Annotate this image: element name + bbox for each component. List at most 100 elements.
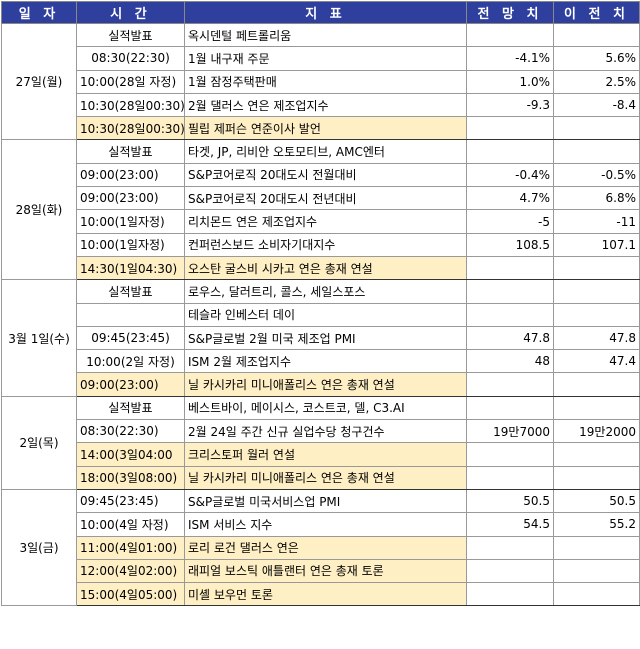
table-row: 10:00(28일 자정) 1월 잠정주택판매 1.0% 2.5% <box>2 69 640 94</box>
forecast-cell: 47.8 <box>466 325 554 351</box>
forecast-cell <box>466 22 554 48</box>
table-row: 10:00(4일 자정) ISM 서비스 지수 54.5 55.2 <box>2 512 640 537</box>
forecast-cell <box>466 465 554 490</box>
previous-cell: -8.4 <box>553 92 640 118</box>
previous-cell <box>553 558 640 584</box>
table-row: 12:00(4일02:00) 래피얼 보스틱 애틀랜터 연은 총재 토론 <box>2 558 640 584</box>
time-cell: 09:45(23:45) <box>76 488 185 514</box>
forecast-cell: -4.1% <box>466 46 554 71</box>
forecast-cell: 4.7% <box>466 186 554 211</box>
forecast-cell: 108.5 <box>466 232 554 257</box>
previous-cell <box>553 279 640 304</box>
header-previous: 이 전 치 <box>553 1 640 24</box>
time-cell: 09:00(23:00) <box>76 372 185 397</box>
previous-cell: 107.1 <box>553 232 640 257</box>
time-cell: 10:00(1일자정) <box>76 232 185 257</box>
time-cell: 실적발표 <box>76 139 185 164</box>
previous-cell: 2.5% <box>553 69 640 94</box>
indicator-cell: 1월 잠정주택판매 <box>184 69 467 94</box>
previous-cell: 6.8% <box>553 186 640 211</box>
table-row: 3일(금) 09:45(23:45) S&P글로벌 미국서비스업 PMI 50.5 50… <box>1 488 640 607</box>
header-date: 일 자 <box>1 1 77 24</box>
indicator-cell: 크리스토퍼 월러 연설 <box>184 442 467 467</box>
previous-cell <box>553 372 640 397</box>
forecast-cell: -5 <box>466 209 554 234</box>
table-row: 10:30(28일00:30) 필립 제퍼슨 연준이사 발언 <box>2 116 640 141</box>
previous-cell <box>553 302 640 327</box>
previous-cell: 5.6% <box>553 46 640 71</box>
economic-calendar-table: 일 자 시 간 지 표 전 망 치 이 전 치 27일(월) 실적발표 옥시덴털 페… <box>1 1 640 607</box>
previous-cell <box>553 535 640 560</box>
day-cell: 28일(화) <box>1 139 77 281</box>
time-cell: 08:30(22:30) <box>76 419 185 444</box>
forecast-cell: 19만7000 <box>466 419 554 444</box>
forecast-cell: -9.3 <box>466 92 554 118</box>
previous-cell <box>553 139 640 164</box>
table-row: 09:45(23:45) S&P글로벌 2월 미국 제조업 PMI 47.8 47.8 <box>2 325 640 351</box>
indicator-cell: ISM 2월 제조업지수 <box>184 349 467 374</box>
previous-cell <box>553 582 640 607</box>
table-row: 14:00(3일04:00 크리스토퍼 월러 연설 <box>2 442 640 467</box>
indicator-cell: 리치몬드 연은 제조업지수 <box>184 209 467 234</box>
header-time: 시 간 <box>76 1 185 24</box>
previous-cell: 55.2 <box>553 512 640 537</box>
table-row: 테슬라 인베스터 데이 <box>2 302 640 327</box>
time-cell <box>76 302 185 327</box>
time-cell: 10:00(4일 자정) <box>76 512 185 537</box>
indicator-cell: S&P코어로직 20대도시 전년대비 <box>184 186 467 211</box>
previous-cell: 47.4 <box>553 349 640 374</box>
time-cell: 12:00(4일02:00) <box>76 558 185 584</box>
time-cell: 09:00(23:00) <box>76 162 185 188</box>
forecast-cell <box>466 279 554 304</box>
previous-cell <box>553 395 640 421</box>
forecast-cell <box>466 372 554 397</box>
indicator-cell: 베스트바이, 메이시스, 코스트코, 델, C3.AI <box>184 395 467 421</box>
table-row: 09:00(23:00) S&P코어로직 20대도시 전년대비 4.7% 6.8% <box>2 186 640 211</box>
indicator-cell: 옥시덴털 페트롤리움 <box>184 22 467 48</box>
time-cell: 10:30(28일00:30) <box>76 92 185 118</box>
indicator-cell: 닐 카시카리 미니애폴리스 연은 총재 연설 <box>184 372 467 397</box>
forecast-cell: -0.4% <box>466 162 554 188</box>
table-row: 10:00(1일자정) 컨퍼런스보드 소비자기대지수 108.5 107.1 <box>2 232 640 257</box>
forecast-cell: 54.5 <box>466 512 554 537</box>
day-cell: 3일(금) <box>1 488 77 607</box>
time-cell: 실적발표 <box>76 395 185 421</box>
indicator-cell: S&P글로벌 미국서비스업 PMI <box>184 488 467 514</box>
forecast-cell <box>466 558 554 584</box>
table-row: 18:00(3일08:00) 닐 카시카리 미니애폴리스 연은 총재 연설 <box>2 465 640 490</box>
time-cell: 10:00(2일 자정) <box>76 349 185 374</box>
time-cell: 11:00(4일01:00) <box>76 535 185 560</box>
indicator-cell: ISM 서비스 지수 <box>184 512 467 537</box>
time-cell: 실적발표 <box>76 22 185 48</box>
forecast-cell <box>466 395 554 421</box>
previous-cell: 47.8 <box>553 325 640 351</box>
time-cell: 14:00(3일04:00 <box>76 442 185 467</box>
forecast-cell: 48 <box>466 349 554 374</box>
header-row: 일 자 시 간 지 표 전 망 치 이 전 치 <box>1 1 640 24</box>
time-cell: 08:30(22:30) <box>76 46 185 71</box>
indicator-cell: 닐 카시카리 미니애폴리스 연은 총재 연설 <box>184 465 467 490</box>
previous-cell: -11 <box>553 209 640 234</box>
time-cell: 18:00(3일08:00) <box>76 465 185 490</box>
indicator-cell: 1월 내구재 주문 <box>184 46 467 71</box>
forecast-cell <box>466 582 554 607</box>
previous-cell <box>553 255 640 281</box>
indicator-cell: 타겟, JP, 리비안 오토모티브, AMC엔터 <box>184 139 467 164</box>
table-row: 09:00(23:00) 닐 카시카리 미니애폴리스 연은 총재 연설 <box>2 372 640 397</box>
indicator-cell: 로우스, 달러트리, 콜스, 세일스포스 <box>184 279 467 304</box>
day-cell: 27일(월) <box>1 22 77 141</box>
table-row: 09:00(23:00) S&P코어로직 20대도시 전월대비 -0.4% -0.5% <box>2 162 640 188</box>
forecast-cell <box>466 442 554 467</box>
forecast-cell: 50.5 <box>466 488 554 514</box>
table-row: 10:30(28일00:30) 2월 댈러스 연은 제조업지수 -9.3 -8.4 <box>2 92 640 118</box>
indicator-cell: 테슬라 인베스터 데이 <box>184 302 467 327</box>
header-forecast: 전 망 치 <box>466 1 554 24</box>
forecast-cell <box>466 535 554 560</box>
day-cell: 3월 1일(수) <box>1 279 77 397</box>
forecast-cell <box>466 302 554 327</box>
day-cell: 2일(목) <box>1 395 77 490</box>
indicator-cell: S&P코어로직 20대도시 전월대비 <box>184 162 467 188</box>
indicator-cell: 2월 댈러스 연은 제조업지수 <box>184 92 467 118</box>
previous-cell <box>553 22 640 48</box>
table-row: 15:00(4일05:00) 미셸 보우먼 토론 <box>2 582 640 607</box>
